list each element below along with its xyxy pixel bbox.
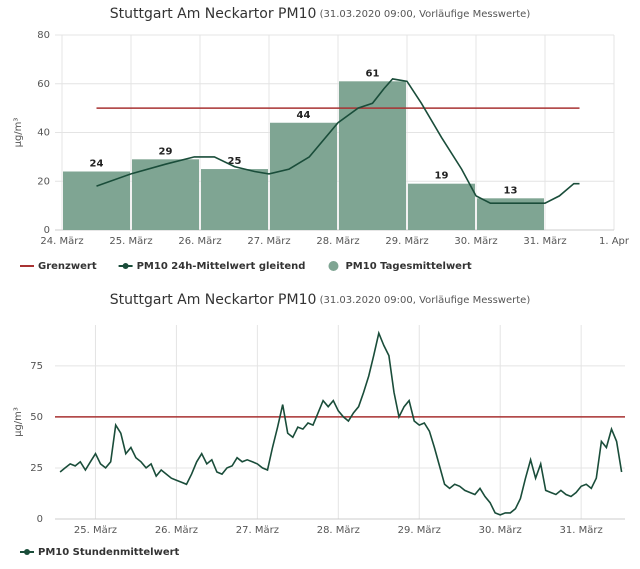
x-tick-label: 26. März xyxy=(155,525,198,536)
x-tick-label: 30. März xyxy=(454,236,497,247)
x-tick-label: 26. März xyxy=(178,236,221,247)
x-tick-label: 29. März xyxy=(385,236,428,247)
legend-marker xyxy=(24,549,30,555)
bar xyxy=(270,122,337,230)
x-tick-label: 27. März xyxy=(247,236,290,247)
x-tick-label: 31. März xyxy=(523,236,566,247)
x-tick-label: 1. Apr xyxy=(599,236,630,247)
bar xyxy=(339,81,406,230)
y-tick-label: 25 xyxy=(30,463,43,474)
bar xyxy=(63,171,130,230)
x-tick-label: 28. März xyxy=(317,525,360,536)
legend-label: PM10 Tagesmittelwert xyxy=(345,261,471,272)
chart-title: Stuttgart Am Neckartor PM10 (31.03.2020 … xyxy=(110,6,531,22)
x-tick-label: 28. März xyxy=(316,236,359,247)
legend-swatch xyxy=(328,261,339,271)
y-axis-label: µg/m³ xyxy=(13,118,24,148)
data-label: 44 xyxy=(297,110,311,121)
chart-title: Stuttgart Am Neckartor PM10 (31.03.2020 … xyxy=(110,292,531,308)
bar xyxy=(201,169,268,230)
title-sub: (31.03.2020 09:00, Vorläufige Messwerte) xyxy=(320,295,531,306)
title-main: Stuttgart Am Neckartor PM10 xyxy=(110,6,317,22)
data-label: 19 xyxy=(435,171,449,182)
data-label: 13 xyxy=(504,185,518,196)
x-tick-label: 24. März xyxy=(40,236,83,247)
x-tick-label: 25. März xyxy=(109,236,152,247)
line xyxy=(59,330,623,516)
legend-label: Grenzwert xyxy=(38,261,97,272)
data-label: 29 xyxy=(159,146,173,157)
x-tick-label: 31. März xyxy=(560,525,603,536)
legend-label: PM10 Stundenmittelwert xyxy=(38,547,180,558)
data-label: 24 xyxy=(90,159,104,170)
data-label: 25 xyxy=(228,156,242,167)
title-main: Stuttgart Am Neckartor PM10 xyxy=(110,292,317,308)
data-label: 61 xyxy=(366,68,380,79)
legend-label: PM10 24h-Mittelwert gleitend xyxy=(137,261,306,272)
title-sub: (31.03.2020 09:00, Vorläufige Messwerte) xyxy=(320,9,531,20)
y-tick-label: 0 xyxy=(44,225,50,236)
chart: Stuttgart Am Neckartor PM10 (31.03.2020 … xyxy=(13,6,630,272)
y-tick-label: 60 xyxy=(37,79,50,90)
y-tick-label: 20 xyxy=(37,176,50,187)
x-tick-label: 27. März xyxy=(236,525,279,536)
x-tick-label: 25. März xyxy=(74,525,117,536)
y-axis-label: µg/m³ xyxy=(13,407,24,437)
bar xyxy=(132,159,199,230)
y-tick-label: 40 xyxy=(37,128,50,139)
y-tick-label: 0 xyxy=(37,514,43,525)
y-tick-label: 80 xyxy=(37,30,50,41)
x-tick-label: 29. März xyxy=(398,525,441,536)
x-tick-label: 30. März xyxy=(479,525,522,536)
y-tick-label: 50 xyxy=(30,412,43,423)
y-tick-label: 75 xyxy=(30,361,43,372)
bar xyxy=(408,183,475,230)
chart: Stuttgart Am Neckartor PM10 (31.03.2020 … xyxy=(13,292,625,558)
line xyxy=(96,78,580,204)
legend-marker xyxy=(122,263,129,269)
